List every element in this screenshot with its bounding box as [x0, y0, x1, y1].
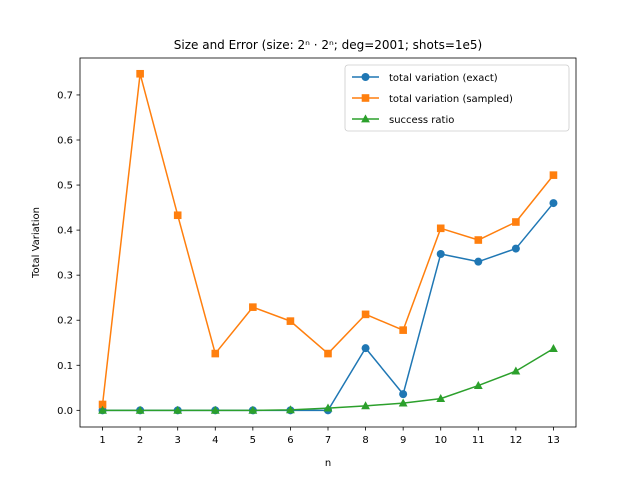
data-point [286, 317, 295, 325]
legend-marker [361, 73, 370, 81]
legend-box [344, 64, 570, 132]
legend-item: success ratio [352, 114, 454, 126]
y-tick-label: 0.4 [57, 226, 73, 237]
data-point [549, 199, 558, 208]
data-point [549, 171, 558, 179]
data-point [248, 405, 258, 414]
data-point [173, 211, 182, 220]
x-tick-label: 7 [325, 435, 331, 446]
series-line [102, 347, 554, 412]
data-point [249, 303, 257, 311]
y-tick-label: 0.6 [57, 136, 73, 147]
legend-item: total variation (sampled) [352, 94, 513, 105]
y-axis: 0.0 0.1 0.2 0.3 0.4 0.5 0.6 0.7 [57, 90, 80, 417]
data-point [436, 249, 445, 258]
legend-label: total variation (exact) [389, 73, 498, 84]
data-point [211, 349, 220, 358]
data-point [436, 224, 445, 233]
x-tick-label: 5 [250, 435, 256, 446]
x-tick-label: 1 [99, 435, 105, 446]
chart-title: Size and Error (size: 2ⁿ · 2ⁿ; deg=2001;… [174, 38, 482, 52]
data-point [511, 244, 520, 253]
series-2 [98, 344, 558, 414]
x-tick-label: 9 [400, 435, 406, 446]
data-point [436, 394, 446, 403]
legend-marker [361, 114, 370, 123]
series-line [102, 202, 555, 412]
y-tick-label: 0.3 [57, 271, 73, 282]
data-point [136, 69, 144, 78]
data-point [512, 218, 520, 226]
x-tick-label: 8 [362, 435, 368, 446]
data-point [210, 405, 220, 414]
legend-item: total variation (exact) [352, 73, 498, 84]
data-point [511, 366, 521, 375]
data-point [98, 400, 107, 409]
x-tick-label: 4 [212, 435, 218, 446]
data-point [135, 405, 145, 414]
data-point [98, 405, 107, 414]
data-point [549, 344, 558, 353]
y-axis-label: Total Variation [31, 207, 42, 279]
y-tick-label: 0.1 [57, 361, 73, 372]
x-tick-label: 6 [287, 435, 293, 446]
series-1 [98, 69, 558, 409]
data-point [361, 310, 370, 319]
x-tick-label: 11 [472, 435, 485, 446]
plot-area [98, 69, 558, 415]
data-point [323, 403, 333, 412]
data-point [399, 326, 407, 334]
x-axis: 1 2 3 4 5 6 7 8 9 10 11 12 13 [99, 427, 560, 446]
data-point [286, 405, 295, 414]
data-point [361, 344, 370, 353]
x-tick-label: 2 [137, 435, 143, 446]
data-point [399, 390, 408, 399]
x-axis-label: n [325, 458, 331, 469]
legend-label: total variation (sampled) [389, 94, 513, 105]
legend-marker [361, 94, 370, 102]
data-point [398, 398, 408, 407]
y-tick-label: 0.5 [57, 181, 73, 192]
data-point [473, 380, 483, 389]
data-point [474, 257, 483, 266]
data-point [474, 236, 483, 244]
x-tick-label: 3 [175, 435, 181, 446]
x-tick-label: 10 [434, 435, 447, 446]
y-tick-label: 0.2 [57, 316, 73, 327]
legend-label: success ratio [389, 115, 454, 126]
x-tick-label: 12 [510, 435, 523, 446]
legend: total variation (exact) total variation (… [344, 64, 570, 132]
x-tick-label: 13 [547, 435, 560, 446]
data-point [361, 401, 370, 410]
y-tick-label: 0.0 [57, 406, 73, 417]
data-point [324, 349, 332, 358]
y-tick-label: 0.7 [57, 90, 73, 101]
data-point [173, 405, 183, 414]
